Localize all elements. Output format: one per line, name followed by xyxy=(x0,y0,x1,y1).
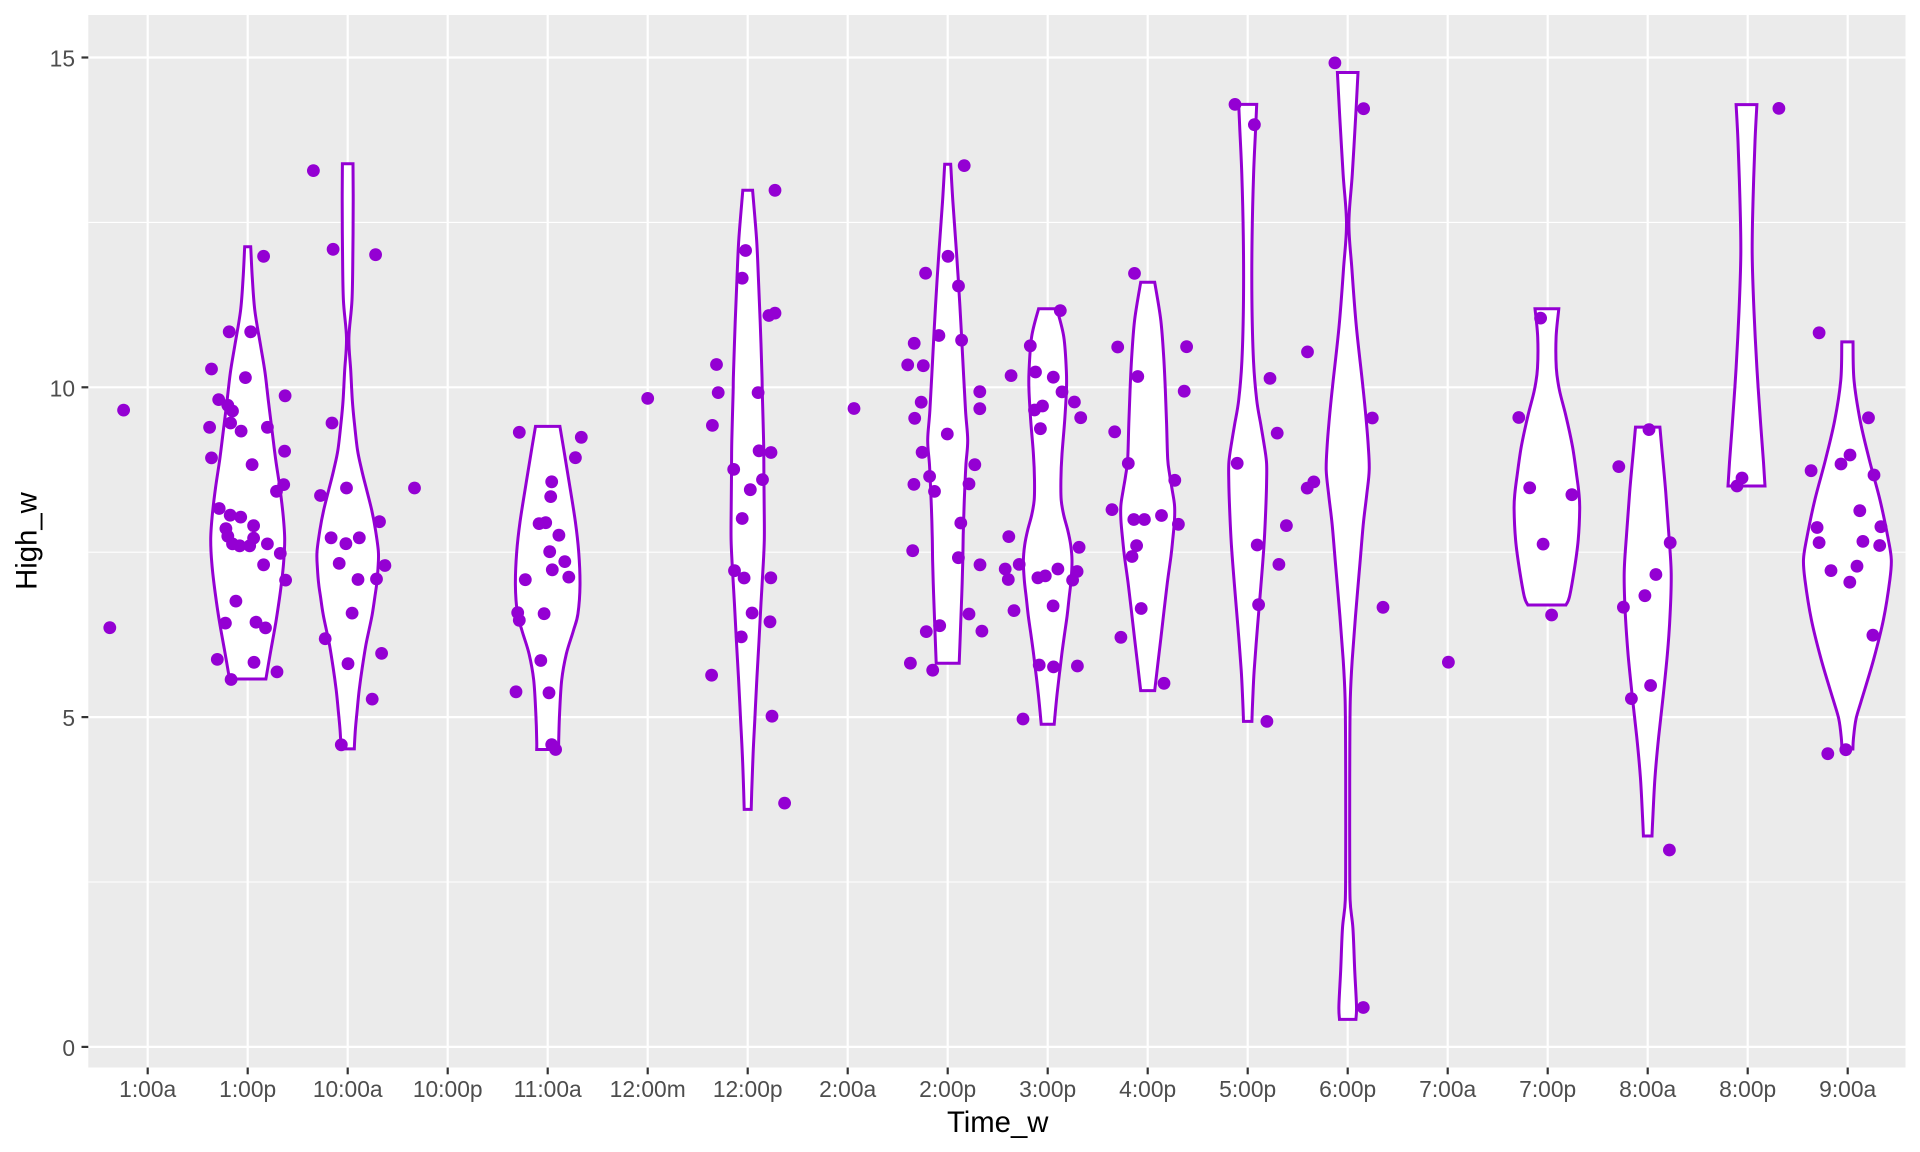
svg-text:1:00p: 1:00p xyxy=(219,1076,276,1102)
svg-text:5: 5 xyxy=(62,705,75,731)
svg-text:7:00p: 7:00p xyxy=(1519,1076,1576,1102)
svg-text:9:00a: 9:00a xyxy=(1819,1076,1876,1102)
svg-text:2:00p: 2:00p xyxy=(919,1076,976,1102)
svg-text:0: 0 xyxy=(62,1035,75,1061)
svg-text:8:00a: 8:00a xyxy=(1619,1076,1676,1102)
svg-text:11:00a: 11:00a xyxy=(514,1076,582,1102)
svg-text:10:00a: 10:00a xyxy=(313,1076,383,1102)
svg-text:Time_w: Time_w xyxy=(947,1106,1049,1139)
svg-text:2:00a: 2:00a xyxy=(819,1076,876,1102)
svg-text:4:00p: 4:00p xyxy=(1119,1076,1176,1102)
svg-text:High_w: High_w xyxy=(11,491,44,590)
svg-text:12:00m: 12:00m xyxy=(610,1076,686,1102)
svg-text:10: 10 xyxy=(50,375,75,401)
svg-text:5:00p: 5:00p xyxy=(1219,1076,1276,1102)
svg-text:6:00p: 6:00p xyxy=(1319,1076,1376,1102)
svg-text:3:00p: 3:00p xyxy=(1019,1076,1076,1102)
svg-text:8:00p: 8:00p xyxy=(1719,1076,1776,1102)
svg-text:12:00p: 12:00p xyxy=(713,1076,783,1102)
svg-text:10:00p: 10:00p xyxy=(413,1076,483,1102)
svg-text:7:00a: 7:00a xyxy=(1419,1076,1476,1102)
svg-text:1:00a: 1:00a xyxy=(119,1076,176,1102)
svg-text:15: 15 xyxy=(50,46,75,72)
